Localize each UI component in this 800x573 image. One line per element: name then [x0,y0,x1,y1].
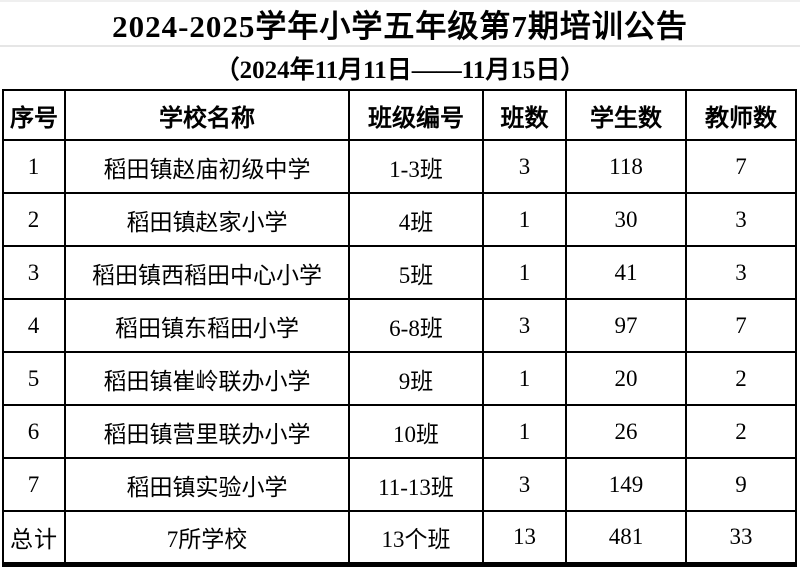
header-cell-students: 学生数 [565,89,687,141]
title-block: 2024-2025学年小学五年级第7期培训公告 （2024年11月11日——11… [0,0,800,89]
cell-students: 26 [565,404,687,459]
cell-teachers: 33 [685,510,797,565]
table-row: 2 稻田镇赵家小学 4班 1 30 3 [2,192,797,247]
cell-index: 1 [2,139,66,194]
table-row: 4 稻田镇东稻田小学 6-8班 3 97 7 [2,298,797,353]
page-subtitle: （2024年11月11日——11月15日） [0,47,800,89]
cell-teachers: 2 [685,404,797,459]
cell-class_no: 13个班 [348,510,484,565]
cell-school: 稻田镇赵家小学 [64,192,350,247]
table-row: 5 稻田镇崔岭联办小学 9班 1 20 2 [2,351,797,406]
header-cell-school: 学校名称 [64,89,350,141]
cell-class_no: 1-3班 [348,139,484,194]
cell-index: 7 [2,457,66,512]
cell-class_no: 9班 [348,351,484,406]
cell-students: 20 [565,351,687,406]
cell-class_count: 3 [482,298,567,353]
cell-class_count: 1 [482,192,567,247]
cell-school: 稻田镇崔岭联办小学 [64,351,350,406]
table-body: 1 稻田镇赵庙初级中学 1-3班 3 118 7 2 稻田镇赵家小学 4班 1 30 3 3 稻田镇西稻田… [2,139,797,565]
cell-teachers: 2 [685,351,797,406]
header-cell-class_count: 班数 [482,89,567,141]
cell-teachers: 9 [685,457,797,512]
cell-school: 7所学校 [64,510,350,565]
cell-index: 5 [2,351,66,406]
table-total-row: 总计 7所学校 13个班 13 481 33 [2,510,797,565]
cell-school: 稻田镇营里联办小学 [64,404,350,459]
table-header-row: 序号 学校名称 班级编号 班数 学生数 教师数 [2,89,797,141]
cell-index: 4 [2,298,66,353]
table-row: 7 稻田镇实验小学 11-13班 3 149 9 [2,457,797,512]
cell-students: 481 [565,510,687,565]
header-cell-teachers: 教师数 [685,89,797,141]
cell-class_count: 1 [482,351,567,406]
cell-class_count: 13 [482,510,567,565]
table-row: 6 稻田镇营里联办小学 10班 1 26 2 [2,404,797,459]
table-row: 1 稻田镇赵庙初级中学 1-3班 3 118 7 [2,139,797,194]
cell-teachers: 3 [685,245,797,300]
cell-students: 149 [565,457,687,512]
cell-students: 30 [565,192,687,247]
cell-index: 2 [2,192,66,247]
cell-students: 97 [565,298,687,353]
cell-index: 6 [2,404,66,459]
cell-school: 稻田镇西稻田中心小学 [64,245,350,300]
header-cell-class_no: 班级编号 [348,89,484,141]
cell-class_count: 1 [482,245,567,300]
table-row: 3 稻田镇西稻田中心小学 5班 1 41 3 [2,245,797,300]
cell-class_no: 6-8班 [348,298,484,353]
cell-index: 3 [2,245,66,300]
cell-school: 稻田镇赵庙初级中学 [64,139,350,194]
page-title: 2024-2025学年小学五年级第7期培训公告 [0,2,800,47]
cell-class_count: 3 [482,457,567,512]
cell-index: 总计 [2,510,66,565]
cell-school: 稻田镇东稻田小学 [64,298,350,353]
header-cell-index: 序号 [2,89,66,141]
cell-class_no: 5班 [348,245,484,300]
cell-students: 118 [565,139,687,194]
cell-class_no: 11-13班 [348,457,484,512]
cell-students: 41 [565,245,687,300]
cell-class_count: 1 [482,404,567,459]
cell-teachers: 7 [685,298,797,353]
table-header: 序号 学校名称 班级编号 班数 学生数 教师数 [2,89,797,141]
cell-class_no: 4班 [348,192,484,247]
cell-teachers: 7 [685,139,797,194]
training-report-table: 序号 学校名称 班级编号 班数 学生数 教师数 1 稻田镇赵庙初级中学 1-3班 3 118 7 2 稻… [2,89,797,567]
cell-class_count: 3 [482,139,567,194]
cell-school: 稻田镇实验小学 [64,457,350,512]
cell-class_no: 10班 [348,404,484,459]
cell-teachers: 3 [685,192,797,247]
